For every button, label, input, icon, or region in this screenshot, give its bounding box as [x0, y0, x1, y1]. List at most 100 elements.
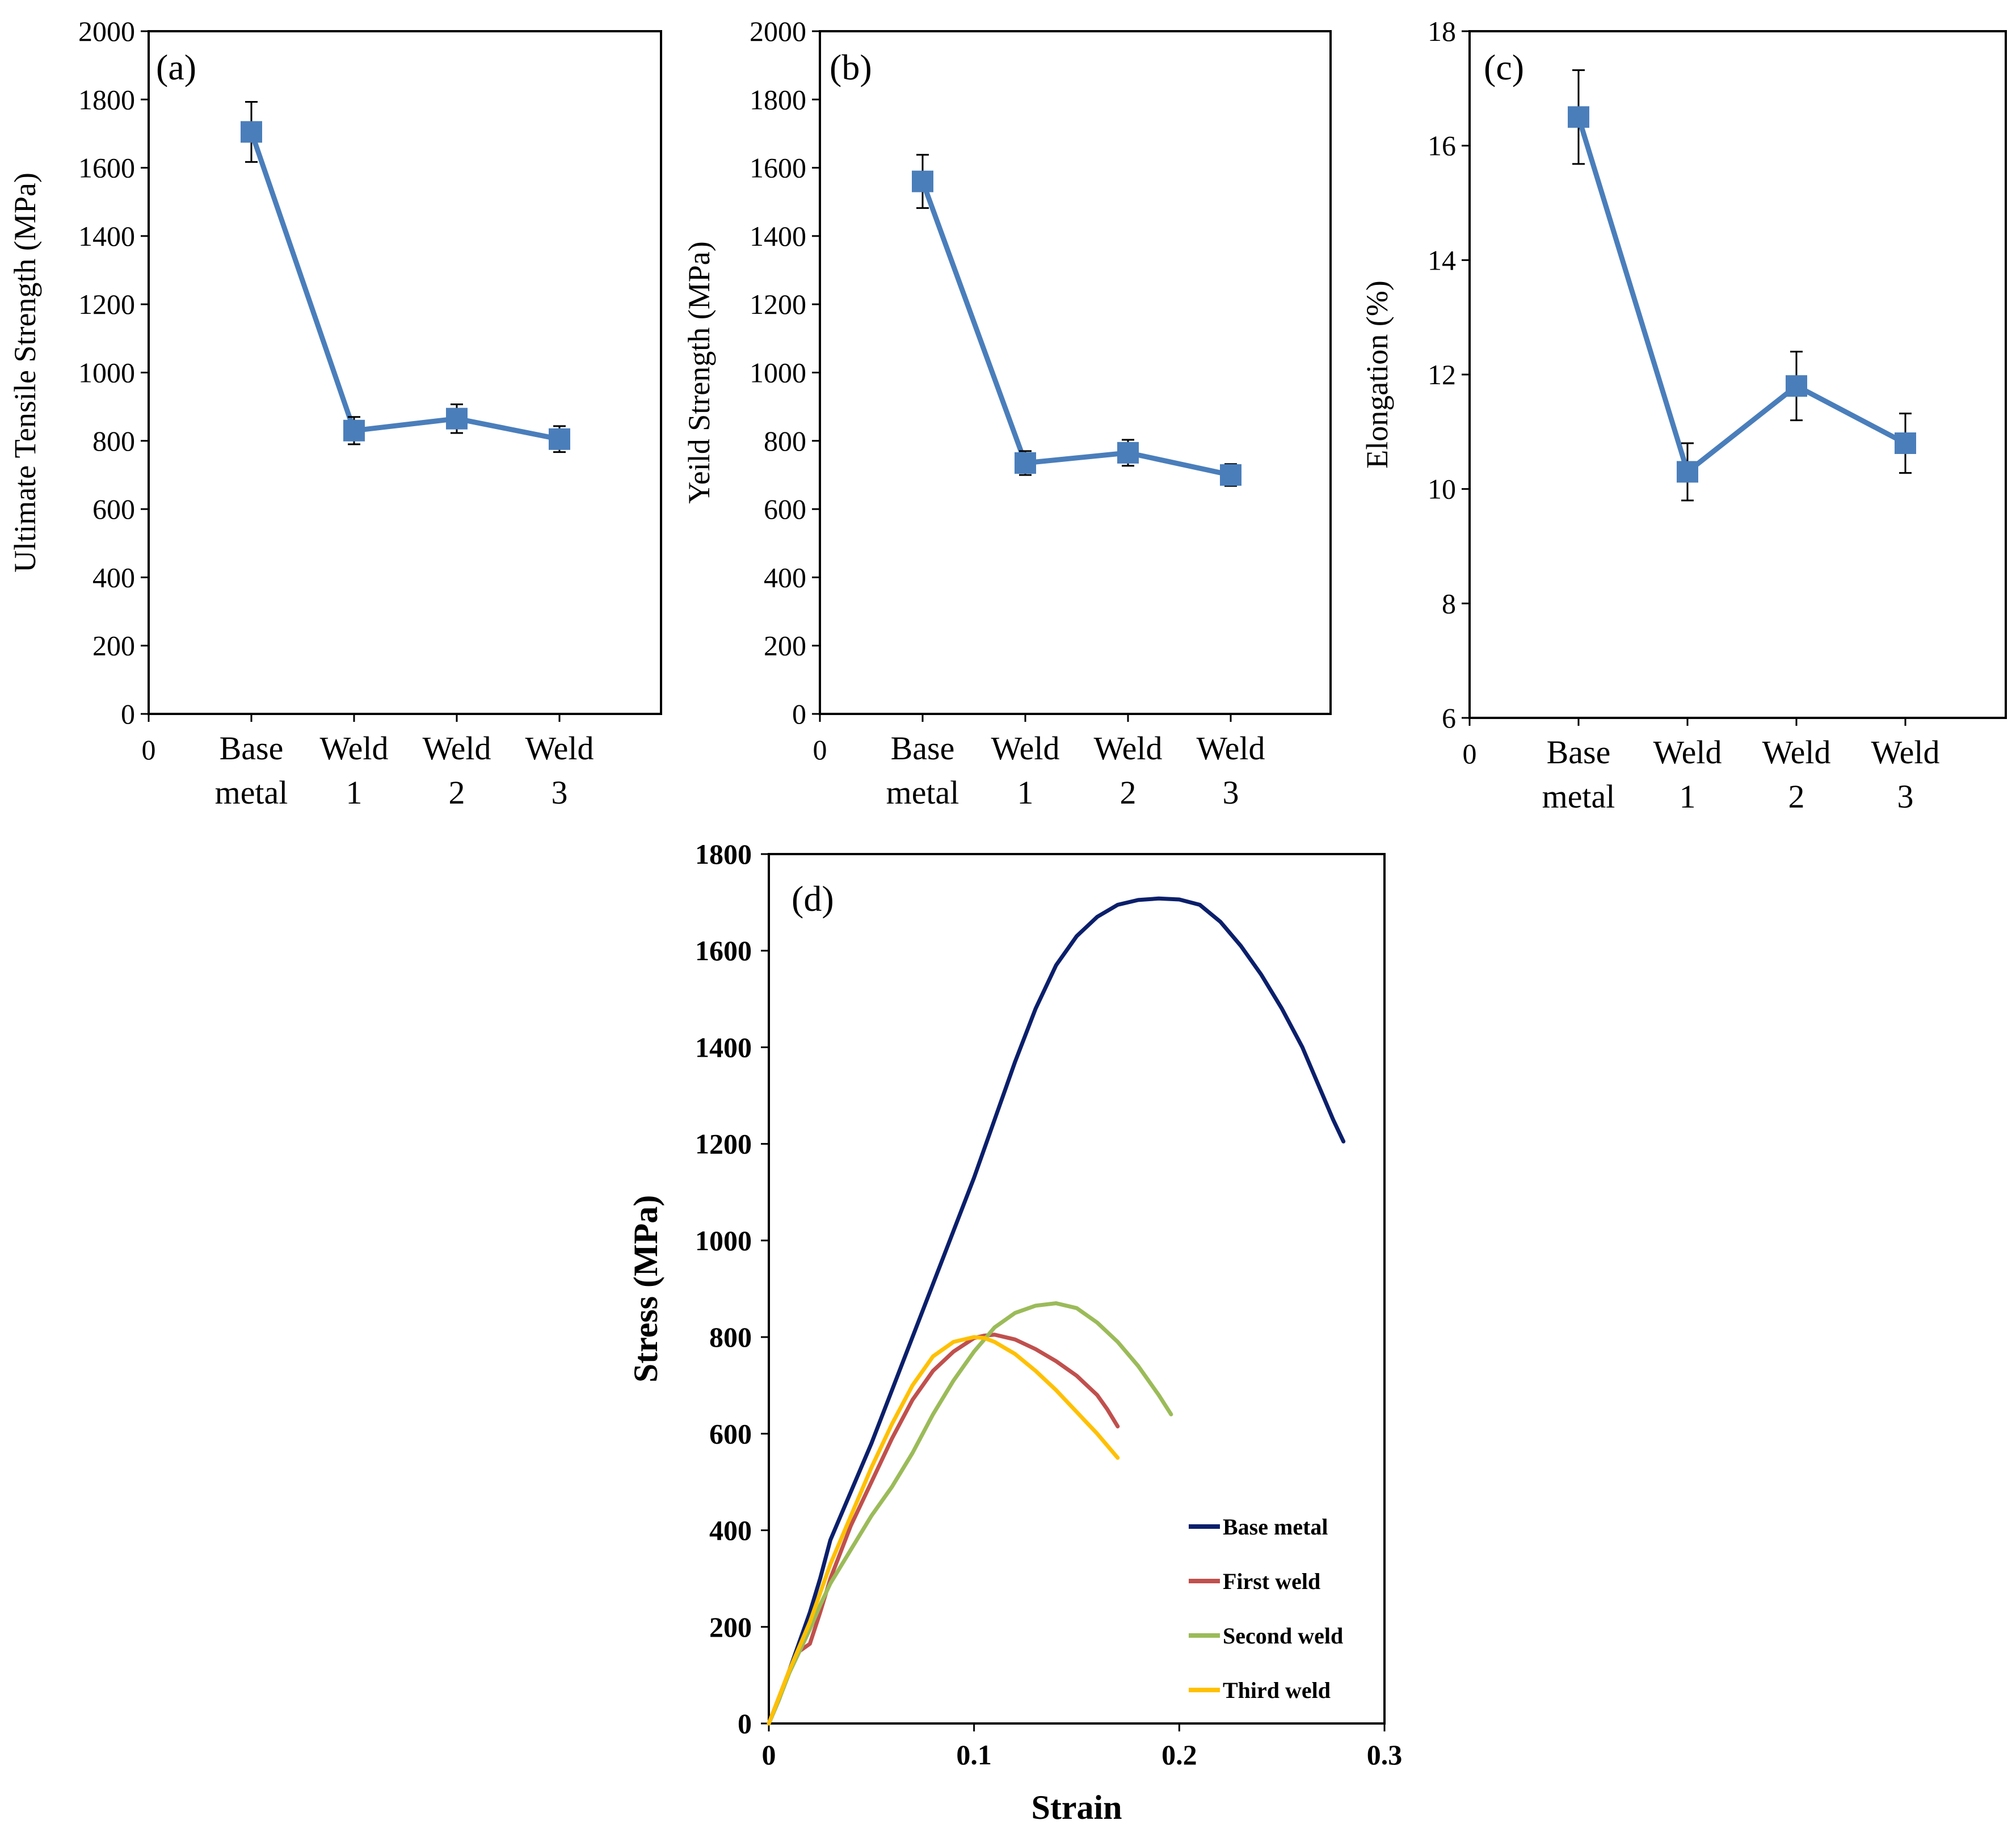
x-tick-label: 0.3: [1367, 1739, 1403, 1771]
category-label-line: metal: [1542, 778, 1615, 815]
y-tick-label: 0: [121, 698, 135, 730]
x-tick-label: 0.1: [956, 1739, 992, 1771]
data-point: [1117, 442, 1139, 464]
y-tick-label: 200: [709, 1611, 752, 1643]
category-label: Weld 2: [1762, 734, 1831, 815]
category-label-line: 1: [1680, 778, 1696, 815]
plot-frame: [768, 853, 1386, 1725]
category-label-line: Weld: [525, 730, 594, 767]
category-label-line: Weld: [1762, 734, 1831, 771]
y-tick-label: 200: [92, 630, 135, 662]
category-label: Weld 3: [1197, 730, 1265, 811]
y-axis-label: Stress (MPa): [627, 1195, 664, 1382]
category-label-line: 2: [1788, 778, 1805, 815]
data-point: [241, 121, 262, 143]
x-zero-label: 0: [1463, 738, 1477, 770]
panel-c: 6 8 10 12 14 16 18 0 Base metal Weld 1 Weld 2 Weld 3 Elo…: [1360, 15, 2007, 815]
y-tick-label: 1000: [78, 357, 135, 389]
legend-label: Base metal: [1223, 1514, 1328, 1540]
category-label: Weld 2: [423, 730, 491, 811]
data-point: [1015, 452, 1036, 474]
y-tick-label: 800: [764, 425, 806, 457]
y-tick-label: 10: [1428, 473, 1456, 505]
y-tick-label: 1000: [695, 1225, 752, 1256]
data-point: [912, 170, 933, 192]
category-label-line: Weld: [1094, 730, 1163, 767]
series-line: [249, 131, 560, 442]
series-line: [1576, 116, 1907, 474]
y-tick-label: 600: [92, 493, 135, 525]
x-tick-label: 0.2: [1161, 1739, 1197, 1771]
y-axis-label: Elongation (%): [1360, 280, 1394, 468]
y-tick-label: 0: [738, 1708, 752, 1739]
y-tick-label: 1400: [695, 1031, 752, 1063]
data-point: [1568, 106, 1589, 128]
category-label-line: 2: [449, 774, 465, 811]
data-point: [549, 428, 570, 450]
data-point: [1786, 375, 1807, 397]
y-tick-label: 6: [1442, 702, 1456, 734]
category-label: Weld 2: [1094, 730, 1163, 811]
x-axis-label: Strain: [1031, 1789, 1122, 1826]
category-label-line: 3: [1223, 774, 1239, 811]
y-tick-label: 1600: [78, 152, 135, 184]
category-label-line: 1: [346, 774, 363, 811]
category-label-line: 1: [1017, 774, 1034, 811]
category-label-line: Weld: [991, 730, 1060, 767]
series-line-first-weld: [767, 1332, 1120, 1726]
x-zero-label: 0: [142, 734, 156, 766]
y-tick-label: 1000: [750, 357, 806, 389]
category-label-line: Weld: [1871, 734, 1940, 771]
panel-b: 0 200 400 600 800 1000 1200 1400 1600 1800 2000 0 Ba…: [682, 15, 1332, 811]
category-label-line: metal: [886, 774, 959, 811]
x-zero-label: 0: [813, 734, 827, 766]
series-line-base-metal: [767, 896, 1346, 1726]
data-point: [343, 419, 365, 442]
y-tick-label: 1800: [78, 83, 135, 115]
panel-tag: (c): [1484, 47, 1524, 87]
category-label-line: Weld: [1653, 734, 1722, 771]
y-tick-label: 2000: [78, 15, 135, 47]
y-tick-label: 600: [764, 493, 806, 525]
y-tick-label: 400: [92, 561, 135, 593]
y-tick-label: 8: [1442, 587, 1456, 619]
y-tick-label: 1200: [750, 288, 806, 320]
y-tick-label: 800: [92, 425, 135, 457]
series-line-third-weld: [767, 1335, 1120, 1726]
category-label-line: 3: [1897, 778, 1914, 815]
y-tick-label: 1200: [695, 1128, 752, 1160]
series-line: [920, 180, 1231, 478]
y-tick-label: 12: [1428, 359, 1456, 390]
x-tick-label: 0: [762, 1739, 776, 1771]
data-point: [1895, 432, 1916, 454]
category-label-line: 3: [552, 774, 568, 811]
y-tick-label: 400: [709, 1515, 752, 1546]
y-tick-label: 1400: [78, 220, 135, 252]
panel-tag: (a): [156, 47, 196, 87]
y-tick-label: 2000: [750, 15, 806, 47]
y-tick-label: 14: [1428, 244, 1456, 276]
category-label-line: Base: [220, 730, 284, 767]
y-tick-label: 1400: [750, 220, 806, 252]
y-axis-label: Ultimate Tensile Strength (MPa): [8, 173, 42, 573]
y-tick-label: 1600: [750, 152, 806, 184]
data-point: [1677, 461, 1698, 483]
y-tick-label: 800: [709, 1321, 752, 1353]
series-line-second-weld: [767, 1301, 1173, 1726]
y-axis-label: Yeild Strength (MPa): [682, 241, 716, 504]
category-label: Weld 3: [1871, 734, 1940, 815]
category-label-line: Weld: [320, 730, 389, 767]
plot-frame: [148, 30, 662, 715]
data-point: [1220, 464, 1241, 486]
panel-a: 0 200 400 600 800 1000 1200 1400 1600 1800 2000 0 Ba…: [8, 15, 662, 811]
y-tick-label: 1800: [750, 83, 806, 115]
category-label-line: Base: [891, 730, 955, 767]
plot-frame: [819, 30, 1332, 715]
category-label-line: 2: [1120, 774, 1137, 811]
category-label-line: Weld: [1197, 730, 1265, 767]
category-label: Weld 3: [525, 730, 594, 811]
panel-tag: (b): [830, 47, 872, 87]
category-label: Base metal: [1542, 734, 1615, 815]
legend-label: First weld: [1223, 1569, 1320, 1594]
